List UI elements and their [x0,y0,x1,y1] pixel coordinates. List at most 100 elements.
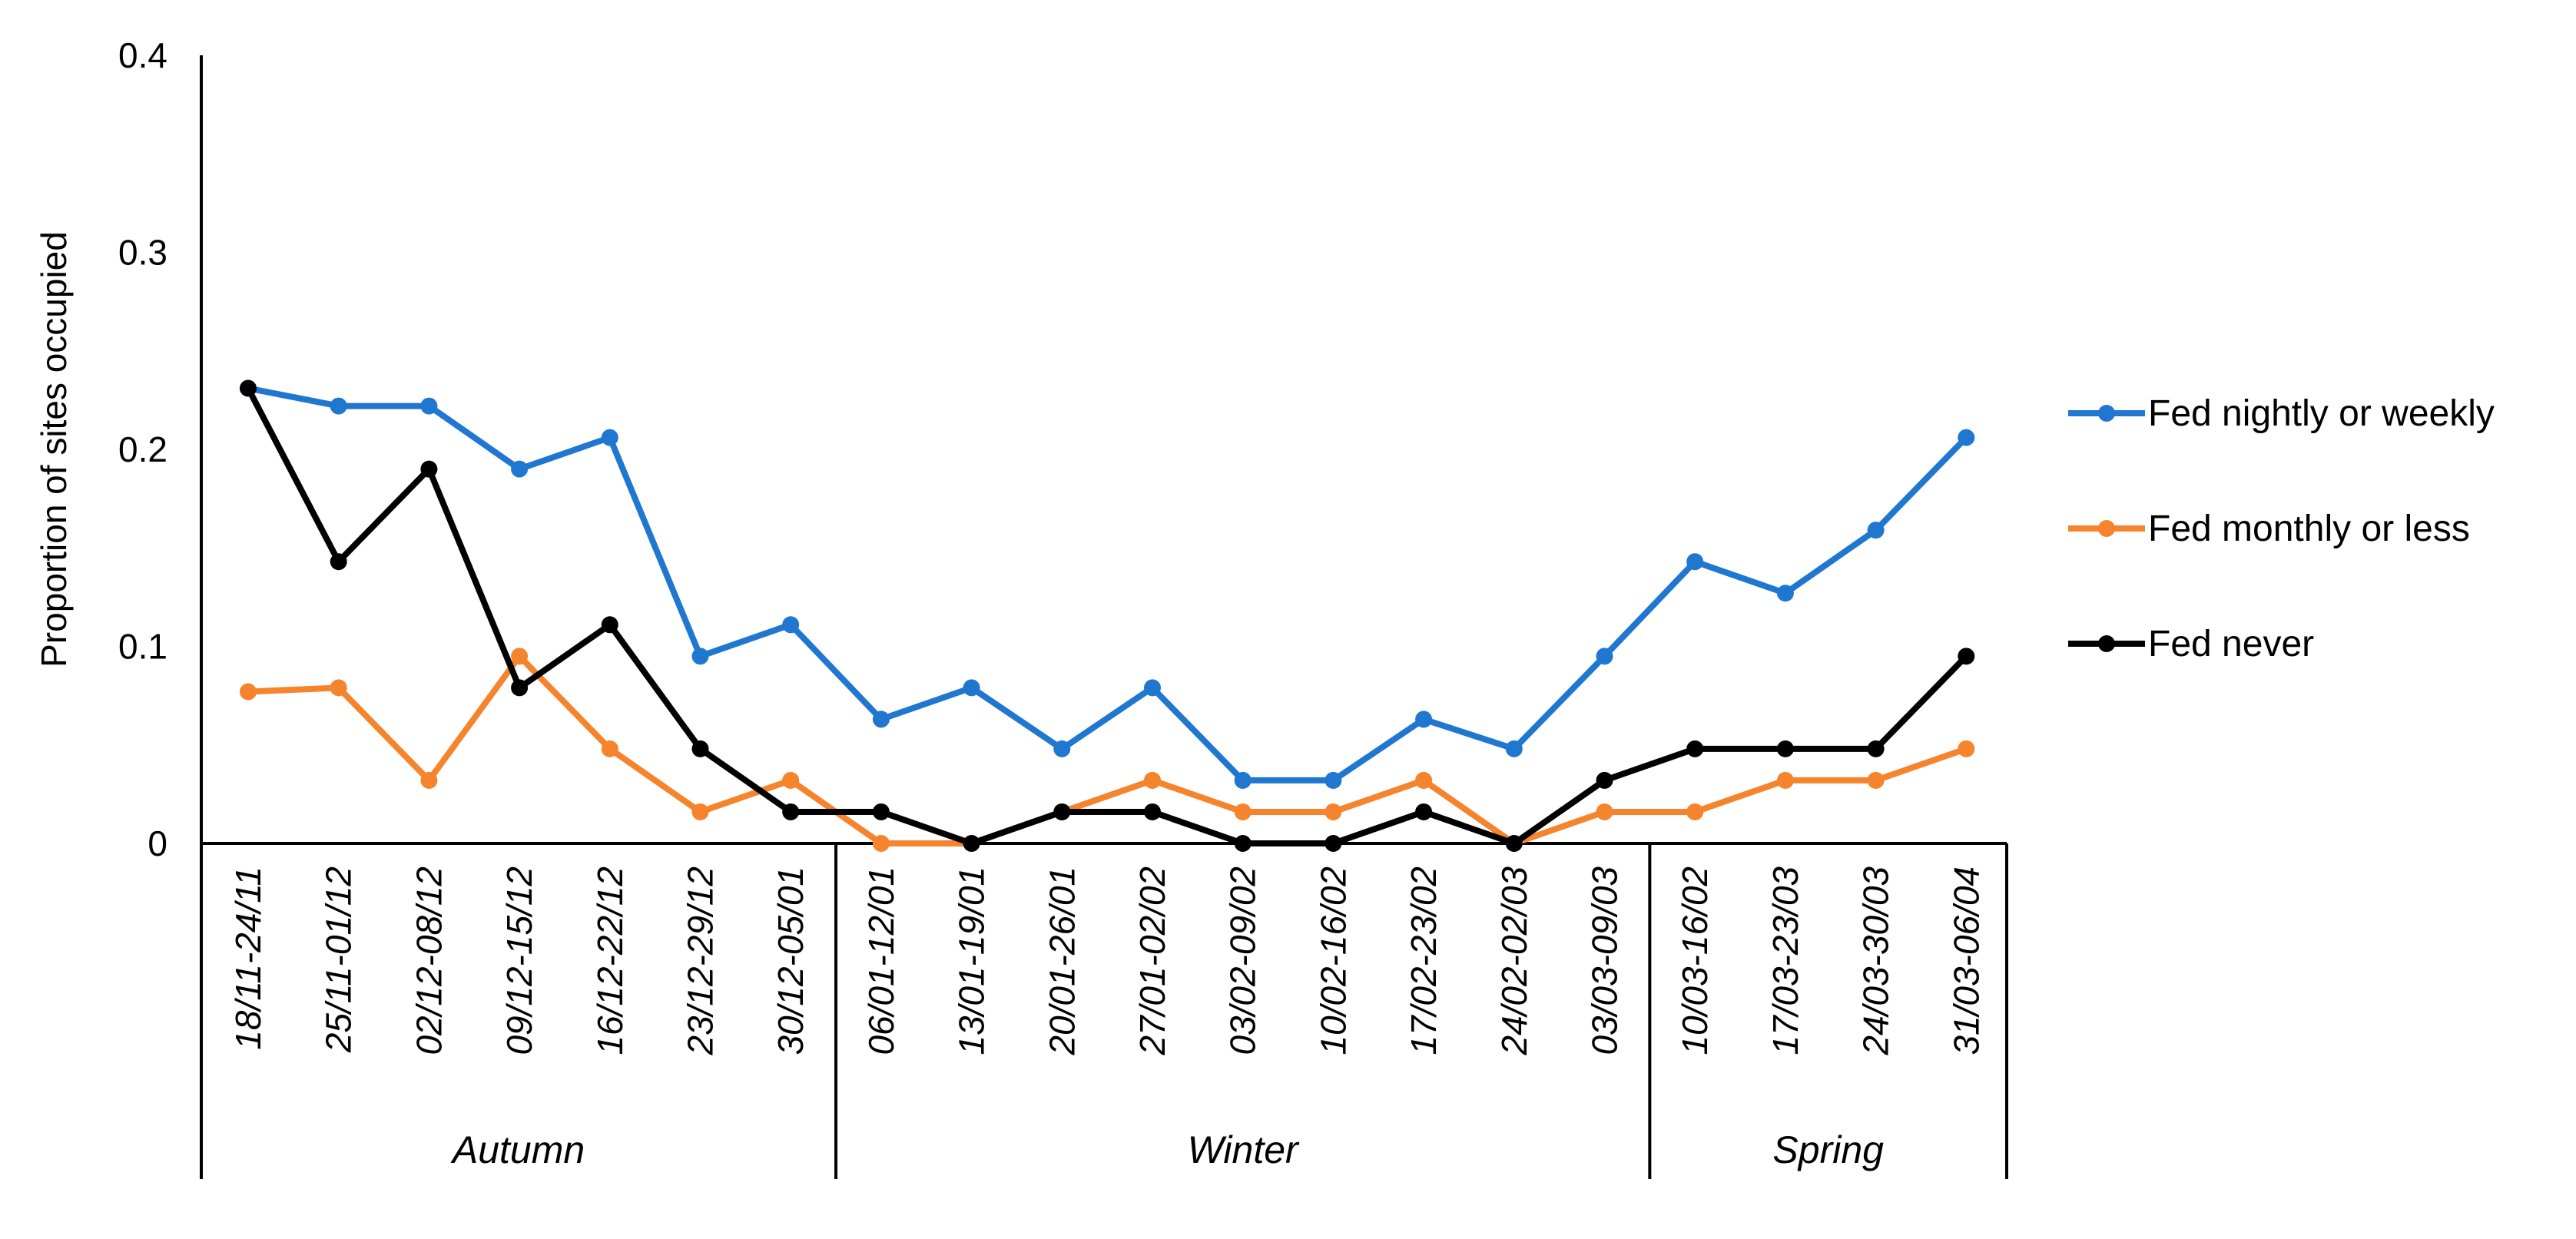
x-tick-label: 09/12-15/12 [499,866,539,1055]
data-point [1867,522,1885,539]
data-point [1234,803,1252,820]
data-point [240,379,257,397]
data-point [511,460,529,478]
plot-area [240,379,1975,852]
data-point [1686,803,1704,820]
data-point [1958,740,1975,757]
season-group-label: Spring [1772,1128,1884,1171]
data-point [1234,835,1252,852]
data-point [330,397,347,415]
legend-label: Fed never [2148,624,2314,664]
x-axis: Autumn Winter Spring 18/11-24/11 25/11-01/12… [201,842,2008,1179]
data-point [1505,740,1523,757]
x-tick-label: 24/02-02/03 [1494,866,1534,1056]
y-tick-label: 0.2 [118,429,167,469]
season-group-label: Autumn [450,1128,585,1171]
data-point [691,803,709,820]
x-tick-label: 10/02-16/02 [1313,866,1353,1055]
data-point [1596,648,1613,665]
data-point [240,683,257,701]
legend-swatch-marker [2098,520,2115,537]
y-axis: 0 0.1 0.2 0.3 0.4 [118,35,203,1179]
series-line [247,653,1968,846]
data-point [1324,835,1342,852]
y-tick-label: 0 [148,823,167,863]
legend-label: Fed monthly or less [2148,509,2470,549]
data-point [511,648,529,665]
data-point [1596,803,1613,820]
series-line [247,385,1969,783]
data-point [1415,803,1433,820]
data-point [1867,740,1885,757]
x-tick-label: 16/12-22/12 [590,866,630,1055]
y-tick-label: 0.3 [118,233,167,273]
data-point [691,648,709,665]
legend: Fed nightly or weekly Fed monthly or less… [2068,393,2495,664]
data-point [420,397,438,415]
data-point [691,740,709,757]
data-point [330,553,347,571]
y-axis-label: Proportion of sites occupied [34,231,74,668]
data-point [1776,740,1794,757]
data-point [872,711,890,728]
x-tick-label: 02/12-08/12 [409,866,449,1055]
data-point [420,460,438,478]
x-tick-label: 23/12-29/12 [681,866,721,1056]
x-tick-label: 18/11-24/11 [228,866,268,1050]
data-point [1324,771,1342,789]
data-point [1776,771,1794,789]
data-point [1596,771,1613,789]
data-point [1776,585,1794,602]
legend-item: Fed nightly or weekly [2068,393,2495,434]
data-point [1686,740,1704,757]
data-point [1324,803,1342,820]
data-point [1958,648,1975,665]
x-tick-label: 24/03-30/03 [1856,866,1896,1056]
data-point [1053,803,1071,820]
data-point [1144,679,1161,697]
data-point [782,616,800,634]
season-group-label: Winter [1188,1128,1300,1171]
data-point [1958,429,1975,446]
legend-swatch-marker [2098,405,2115,422]
x-tick-label: 03/02-09/02 [1223,866,1263,1055]
data-point [1415,711,1433,728]
data-point [872,835,890,852]
data-point [1053,740,1071,757]
x-tick-label: 03/03-09/03 [1585,866,1625,1055]
data-point [1867,771,1885,789]
y-tick-label: 0.4 [118,35,167,75]
legend-swatch-marker [2098,635,2115,652]
data-point [1415,771,1433,789]
data-point [601,740,618,757]
data-point [1686,553,1704,571]
x-tick-label: 20/01-26/01 [1042,866,1082,1056]
data-point [963,679,980,697]
legend-label: Fed nightly or weekly [2148,393,2495,434]
data-point [420,771,438,789]
data-point [963,835,980,852]
x-tick-label: 25/11-01/12 [319,866,359,1053]
series-line [245,386,1969,846]
data-point [1144,803,1161,820]
legend-item: Fed never [2068,624,2314,664]
x-tick-label: 10/03-16/02 [1675,866,1715,1055]
data-point [872,803,890,820]
x-tick-label: 31/03-06/04 [1946,866,1986,1055]
x-tick-label: 17/02-23/02 [1404,866,1444,1055]
data-point [511,679,529,697]
x-tick-label: 30/12-05/01 [771,866,811,1055]
y-tick-label: 0.1 [118,627,167,667]
data-point [330,679,347,697]
data-point [601,429,618,446]
series-2 [240,379,1975,852]
x-tick-label: 27/01-02/02 [1132,866,1172,1056]
data-point [782,771,800,789]
series-0 [240,379,1975,789]
data-point [601,616,618,634]
x-tick-label: 13/01-19/01 [952,866,992,1055]
data-point [1234,771,1252,789]
data-point [1144,771,1161,789]
x-tick-label: 06/01-12/01 [861,866,901,1055]
